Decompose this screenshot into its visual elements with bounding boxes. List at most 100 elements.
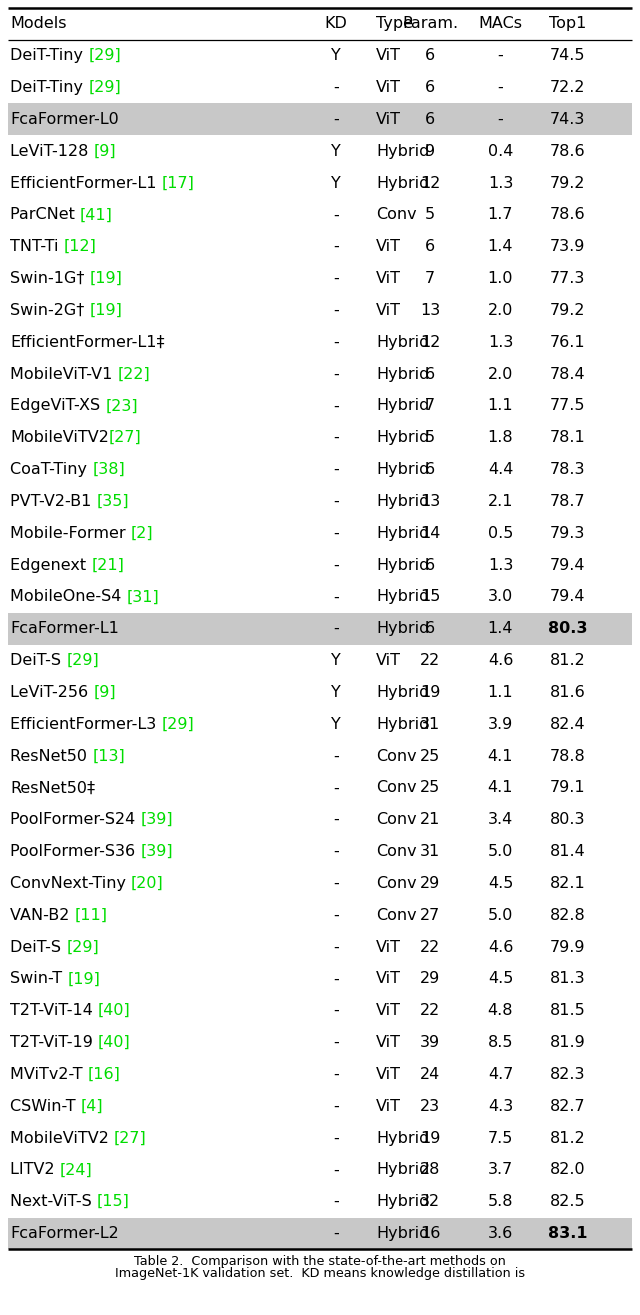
Text: Edgenext: Edgenext — [10, 558, 92, 572]
Text: T2T-ViT-19: T2T-ViT-19 — [10, 1035, 98, 1051]
Text: 78.7: 78.7 — [550, 494, 586, 509]
Text: 4.5: 4.5 — [488, 972, 513, 986]
Text: [22]: [22] — [118, 367, 150, 381]
Text: 6: 6 — [425, 621, 435, 636]
Text: Conv: Conv — [376, 907, 417, 923]
Text: 82.5: 82.5 — [550, 1194, 586, 1210]
Text: [29]: [29] — [88, 49, 121, 63]
Text: ViT: ViT — [376, 1035, 401, 1051]
Text: -: - — [333, 621, 339, 636]
Text: 4.1: 4.1 — [488, 780, 513, 796]
Text: -: - — [333, 398, 339, 413]
Text: 76.1: 76.1 — [550, 335, 586, 350]
Text: 4.6: 4.6 — [488, 939, 513, 955]
Text: 5: 5 — [425, 208, 435, 222]
Text: 21: 21 — [420, 813, 440, 827]
Text: 2.0: 2.0 — [488, 367, 513, 381]
Text: -: - — [333, 1003, 339, 1018]
Text: EfficientFormer-L1‡: EfficientFormer-L1‡ — [10, 335, 164, 350]
Text: Hybrid: Hybrid — [376, 526, 429, 540]
Text: [9]: [9] — [93, 143, 116, 159]
Text: 6: 6 — [425, 239, 435, 254]
Text: 39: 39 — [420, 1035, 440, 1051]
Text: MobileOne-S4: MobileOne-S4 — [10, 589, 127, 605]
Text: -: - — [333, 939, 339, 955]
Text: 79.1: 79.1 — [550, 780, 586, 796]
Text: ViT: ViT — [376, 80, 401, 95]
Text: [13]: [13] — [92, 748, 125, 764]
Text: 4.8: 4.8 — [488, 1003, 513, 1018]
Text: 5.8: 5.8 — [488, 1194, 513, 1210]
Text: 28: 28 — [420, 1162, 440, 1177]
Text: [27]: [27] — [109, 430, 141, 446]
Text: 7: 7 — [425, 398, 435, 413]
Text: 25: 25 — [420, 748, 440, 764]
Text: Hybrid: Hybrid — [376, 335, 429, 350]
Text: PVT-V2-B1: PVT-V2-B1 — [10, 494, 97, 509]
Text: Hybrid: Hybrid — [376, 589, 429, 605]
Text: -: - — [333, 1131, 339, 1145]
Text: 27: 27 — [420, 907, 440, 923]
Text: Y: Y — [331, 143, 341, 159]
Text: 1.3: 1.3 — [488, 176, 513, 191]
Text: 3.9: 3.9 — [488, 717, 513, 731]
Text: 81.4: 81.4 — [550, 844, 586, 859]
Text: ViT: ViT — [376, 972, 401, 986]
Text: Hybrid: Hybrid — [376, 558, 429, 572]
Text: [21]: [21] — [92, 558, 124, 572]
Text: [19]: [19] — [67, 972, 100, 986]
Text: LeViT-256: LeViT-256 — [10, 685, 93, 700]
Text: [29]: [29] — [66, 939, 99, 955]
Text: Y: Y — [331, 717, 341, 731]
Text: ViT: ViT — [376, 1099, 401, 1114]
Text: 1.3: 1.3 — [488, 335, 513, 350]
Text: -: - — [333, 430, 339, 446]
Text: 79.3: 79.3 — [550, 526, 586, 540]
Text: 4.6: 4.6 — [488, 654, 513, 668]
Text: Conv: Conv — [376, 813, 417, 827]
Text: DeiT-Tiny: DeiT-Tiny — [10, 49, 88, 63]
Text: 19: 19 — [420, 1131, 440, 1145]
Text: 6: 6 — [425, 558, 435, 572]
Text: 31: 31 — [420, 717, 440, 731]
Text: FcaFormer-L0: FcaFormer-L0 — [10, 112, 119, 128]
Text: 19: 19 — [420, 685, 440, 700]
Text: 79.9: 79.9 — [550, 939, 586, 955]
Text: 82.4: 82.4 — [550, 717, 586, 731]
Text: 1.4: 1.4 — [488, 621, 513, 636]
Text: [17]: [17] — [162, 176, 195, 191]
Text: 83.1: 83.1 — [548, 1226, 588, 1241]
Text: 7: 7 — [425, 271, 435, 287]
Text: FcaFormer-L2: FcaFormer-L2 — [10, 1226, 119, 1241]
Text: 1.3: 1.3 — [488, 558, 513, 572]
Text: 6: 6 — [425, 367, 435, 381]
Text: Conv: Conv — [376, 208, 417, 222]
Bar — [8, 104, 632, 135]
Text: 29: 29 — [420, 972, 440, 986]
Text: -: - — [333, 494, 339, 509]
Text: -: - — [333, 302, 339, 318]
Text: 15: 15 — [420, 589, 440, 605]
Text: Conv: Conv — [376, 780, 417, 796]
Text: -: - — [333, 972, 339, 986]
Text: 73.9: 73.9 — [550, 239, 586, 254]
Text: 74.3: 74.3 — [550, 112, 586, 128]
Text: -: - — [333, 1066, 339, 1082]
Text: 77.3: 77.3 — [550, 271, 586, 287]
Text: 79.2: 79.2 — [550, 302, 586, 318]
Text: 3.0: 3.0 — [488, 589, 513, 605]
Text: 22: 22 — [420, 654, 440, 668]
Text: Hybrid: Hybrid — [376, 398, 429, 413]
Text: [24]: [24] — [60, 1162, 93, 1177]
Text: Conv: Conv — [376, 748, 417, 764]
Text: [31]: [31] — [127, 589, 159, 605]
Text: 12: 12 — [420, 335, 440, 350]
Text: 81.9: 81.9 — [550, 1035, 586, 1051]
Text: 82.7: 82.7 — [550, 1099, 586, 1114]
Text: ConvNext-Tiny: ConvNext-Tiny — [10, 876, 131, 890]
Text: 1.0: 1.0 — [488, 271, 513, 287]
Text: 6: 6 — [425, 80, 435, 95]
Text: [16]: [16] — [88, 1066, 120, 1082]
Text: ViT: ViT — [376, 302, 401, 318]
Text: ViT: ViT — [376, 1066, 401, 1082]
